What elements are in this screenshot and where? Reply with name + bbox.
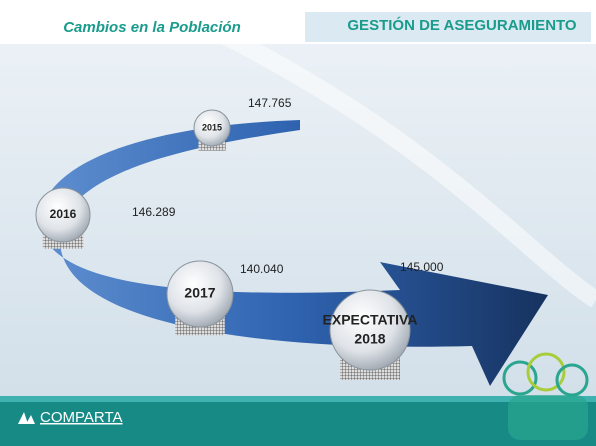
node-sublabel: 2018 [354, 331, 385, 347]
node-ball [193, 109, 231, 147]
node-value: 140.040 [240, 262, 284, 276]
node-ball [329, 289, 411, 371]
node-ball [35, 187, 91, 243]
node-label: EXPECTATIVA [323, 312, 418, 328]
logo-icon [18, 412, 35, 424]
node-value: 147.765 [248, 96, 292, 110]
nodes: 2015 147.765 2016 146.289 2017 140.040 EXPECTA… [35, 96, 444, 380]
header-box [305, 12, 591, 42]
footer-band [0, 396, 596, 446]
node-ball [166, 260, 234, 328]
footer-stripe [0, 396, 596, 402]
node-label: 2017 [184, 285, 215, 301]
decor-swoosh [146, 0, 596, 308]
node-label: 2015 [202, 122, 222, 132]
node-label: 2016 [50, 207, 77, 221]
timeline-arrow [39, 120, 549, 386]
node-value: 146.289 [132, 205, 176, 219]
people-icon [502, 352, 589, 440]
node-value: 145.000 [400, 260, 444, 274]
header-right-title: GESTIÓN DE ASEGURAMIENTO [347, 16, 577, 34]
header-left-title: Cambios en la Población [63, 19, 241, 36]
footer-logo: COMPARTA [40, 409, 123, 426]
